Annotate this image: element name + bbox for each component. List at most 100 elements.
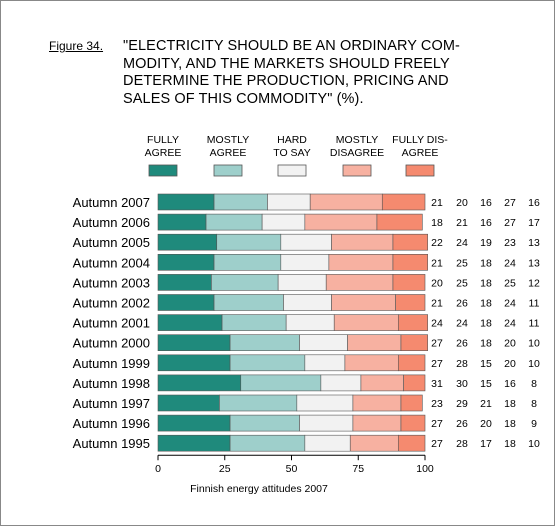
value-label: 28	[456, 358, 468, 370]
value-label: 27	[504, 197, 516, 209]
value-label: 22	[431, 237, 443, 249]
legend-swatch	[342, 164, 372, 177]
value-label: 16	[528, 197, 540, 209]
value-label: 17	[528, 217, 540, 229]
bar-segment	[277, 274, 327, 291]
bar-segment	[157, 434, 231, 452]
category-label: Autumn 1996	[73, 416, 150, 431]
bar-segment	[280, 254, 330, 271]
bar-segment	[157, 354, 231, 372]
bar-segment	[309, 193, 383, 211]
bar-segment	[299, 414, 354, 432]
bar-segment	[352, 394, 402, 412]
bar-segment	[229, 434, 306, 452]
bar-segment	[285, 314, 335, 331]
value-label: 16	[504, 378, 516, 390]
title-line: MODITY, AND THE MARKETS SHOULD FREELY	[123, 55, 450, 72]
category-label: Autumn 2007	[73, 195, 150, 210]
value-label: 9	[531, 418, 537, 430]
bar-segment	[344, 354, 399, 372]
value-label: 18	[480, 257, 492, 269]
value-label: 28	[456, 438, 468, 450]
bar-segment	[299, 334, 348, 352]
bar-segment	[229, 354, 306, 372]
value-label: 27	[504, 217, 516, 229]
title-line: SALES OF THIS COMMODITY" (%).	[123, 90, 364, 107]
bar-segment	[381, 193, 426, 211]
legend-swatch	[277, 164, 307, 177]
category-label: Autumn 1999	[73, 356, 150, 371]
value-label: 21	[431, 197, 443, 209]
value-label: 18	[480, 298, 492, 310]
legend-label: FULLY DIS-	[392, 134, 448, 146]
bar-segment	[157, 213, 207, 231]
value-label: 24	[431, 318, 443, 330]
value-label: 20	[504, 358, 516, 370]
bar-segment	[213, 294, 284, 311]
legend-label: HARD	[277, 134, 307, 146]
bar-segment	[229, 334, 300, 352]
bar-segment	[349, 434, 399, 452]
value-label: 21	[456, 217, 468, 229]
value-label: 20	[480, 418, 492, 430]
bar-segment	[213, 254, 282, 271]
value-label: 12	[528, 277, 540, 289]
value-label: 13	[528, 237, 540, 249]
bar-segment	[157, 274, 212, 291]
value-label: 19	[480, 237, 492, 249]
value-label: 29	[456, 398, 468, 410]
category-label: Autumn 2004	[73, 255, 150, 270]
category-label: Autumn 2002	[73, 296, 150, 311]
value-label: 24	[456, 237, 468, 249]
legend-label: MOSTLY	[336, 134, 378, 146]
category-label: Autumn 2005	[73, 235, 150, 250]
bar-segment	[157, 334, 231, 352]
value-label: 25	[504, 277, 516, 289]
value-label: 10	[528, 358, 540, 370]
value-label: 18	[480, 318, 492, 330]
value-label: 23	[431, 398, 443, 410]
bar-segment	[320, 374, 362, 392]
value-label: 11	[529, 298, 540, 310]
category-label: Autumn 1995	[73, 436, 150, 451]
category-label: Autumn 2003	[73, 275, 150, 290]
value-label: 25	[456, 277, 468, 289]
value-label: 17	[480, 438, 492, 450]
value-label: 8	[531, 398, 537, 410]
legend-swatch	[405, 164, 435, 177]
value-label: 20	[504, 338, 516, 350]
value-label: 26	[456, 298, 468, 310]
bar-segment	[219, 394, 298, 412]
legend-label: TO SAY	[273, 147, 311, 159]
legend-label: AGREE	[402, 147, 439, 159]
title-line: "ELECTRICITY SHOULD BE AN ORDINARY COM-	[123, 38, 460, 54]
bar-segment	[304, 213, 378, 231]
value-label: 16	[480, 217, 492, 229]
category-label: Autumn 2006	[73, 215, 150, 230]
bar-segment	[221, 314, 287, 331]
value-label: 16	[480, 197, 492, 209]
title-line: DETERMINE THE PRODUCTION, PRICING AND	[123, 73, 449, 89]
bar-segment	[157, 193, 215, 211]
value-label: 18	[504, 418, 516, 430]
bar-segment	[240, 374, 322, 392]
value-label: 24	[504, 257, 516, 269]
value-label: 15	[480, 378, 492, 390]
chart-title: "ELECTRICITY SHOULD BE AN ORDINARY COM- …	[123, 38, 523, 108]
bar-segment	[157, 294, 215, 311]
bar-segment	[304, 354, 346, 372]
value-label: 25	[456, 257, 468, 269]
value-label: 24	[504, 318, 516, 330]
category-label: Autumn 1997	[73, 396, 150, 411]
bar-segment	[325, 274, 394, 291]
legend-label: MOSTLY	[207, 134, 249, 146]
bar-segment	[392, 274, 426, 291]
bar-segment	[157, 254, 215, 271]
value-label: 18	[504, 438, 516, 450]
value-label: 13	[528, 257, 540, 269]
value-label: 24	[456, 318, 468, 330]
bar-segment	[397, 314, 428, 331]
bar-segment	[400, 394, 423, 412]
bar-segment	[376, 213, 423, 231]
